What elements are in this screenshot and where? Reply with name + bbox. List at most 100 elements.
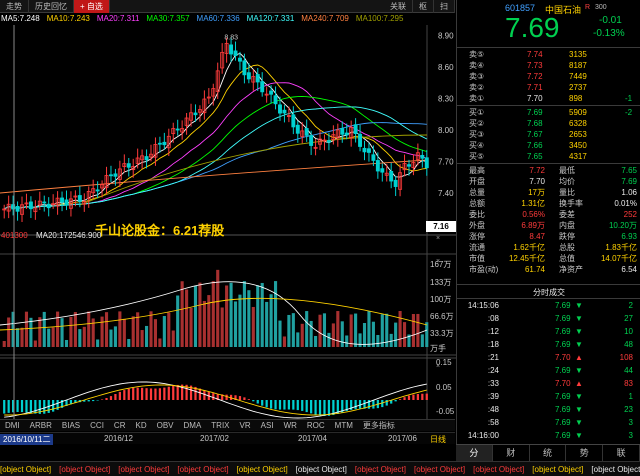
volume-bar <box>331 323 335 347</box>
order-label: 卖③ <box>469 72 485 81</box>
volume-bar <box>349 314 353 347</box>
candle <box>318 138 322 145</box>
order-volume: 4317 <box>569 152 587 161</box>
candle <box>344 132 349 136</box>
volume-bar <box>136 312 140 347</box>
candle <box>28 201 33 210</box>
order-label: 卖① <box>469 94 485 103</box>
candle <box>2 208 7 211</box>
indicator-tab[interactable]: TRIX <box>211 420 230 430</box>
macd-axis-label: -0.05 <box>436 407 455 416</box>
order-label: 卖④ <box>469 61 485 70</box>
volume-bar <box>33 340 37 347</box>
order-row: 卖② 7.71 2737 <box>457 82 640 93</box>
indicator-tab[interactable]: DMI <box>5 420 20 430</box>
tab-scan[interactable]: 扫 <box>434 0 455 13</box>
candle <box>202 98 207 114</box>
close-volume-icon[interactable]: × <box>436 258 440 265</box>
indicator-tab[interactable]: WR <box>283 420 297 430</box>
indicator-tab[interactable]: CR <box>113 420 126 430</box>
tab-history[interactable]: 历史回忆 <box>29 0 74 13</box>
panel-tab[interactable]: 统 <box>530 445 567 461</box>
order-volume: 2737 <box>569 83 587 92</box>
tick-row: :08 7.69 ▼ 27 <box>457 313 640 324</box>
close-macd-icon[interactable]: × <box>436 363 440 370</box>
date-label: 2017/04 <box>298 434 327 443</box>
volume-bar <box>411 314 415 347</box>
add-watchlist-button[interactable]: + 自选 <box>74 0 110 13</box>
close-chart-icon[interactable]: × <box>436 235 440 242</box>
stat-row: 外盘 6.89万 内盘 10.20万 <box>457 220 640 231</box>
stat-label: 最高 <box>469 166 485 175</box>
order-price: 7.73 <box>527 61 543 70</box>
candle <box>340 128 345 135</box>
order-label: 买③ <box>469 130 485 139</box>
status-item: [object Object] <box>59 464 111 474</box>
volume-bar <box>238 294 242 347</box>
volume-bar <box>29 317 33 347</box>
candle <box>260 81 265 93</box>
order-label: 买① <box>469 108 485 117</box>
indicator-tab[interactable]: KD <box>135 420 147 430</box>
daily-line-button[interactable]: 日线 <box>430 435 446 444</box>
indicator-tab[interactable]: OBV <box>156 420 174 430</box>
status-item: [object Object] <box>118 464 170 474</box>
indicator-tab[interactable]: ARBR <box>29 420 52 430</box>
indicator-tab[interactable]: MTM <box>334 420 353 430</box>
volume-bar <box>24 311 29 347</box>
tab-trend[interactable]: 走势 <box>0 0 29 13</box>
ma-legend-item: MA60:7.336 <box>196 14 240 23</box>
kline-chart[interactable]: 8.838.908.608.308.007.707.407.10167万133万… <box>0 25 456 419</box>
panel-tab[interactable]: 联 <box>603 445 640 461</box>
indicator-tab[interactable]: ROC <box>306 420 325 430</box>
candle <box>42 201 47 204</box>
panel-tab[interactable]: 财 <box>493 445 530 461</box>
price-axis-label: 7.70 <box>438 158 454 167</box>
tick-volume: 83 <box>624 379 633 388</box>
order-volume: 5909 <box>569 108 587 117</box>
indicator-tab[interactable]: VR <box>239 420 251 430</box>
candle <box>384 172 389 176</box>
candle <box>131 166 136 171</box>
candle <box>375 160 380 172</box>
indicator-tab[interactable]: 更多指标 <box>362 420 395 430</box>
candle <box>322 139 327 142</box>
candle <box>269 90 274 95</box>
order-volume: 8187 <box>569 61 587 70</box>
indicator-tab[interactable]: DMA <box>183 420 202 430</box>
indicator-tab[interactable]: ASI <box>260 420 274 430</box>
arrow-up-icon: ▲ <box>575 353 583 362</box>
arrow-down-icon: ▼ <box>575 431 583 440</box>
volume-bar <box>309 320 313 347</box>
candle <box>113 173 118 177</box>
peak-label: 8.83 <box>224 35 238 42</box>
order-delta: -2 <box>625 108 633 117</box>
order-row: 买③ 7.67 2653 <box>457 129 640 140</box>
volume-bar <box>340 321 344 347</box>
panel-tab[interactable]: 势 <box>566 445 604 461</box>
tick-volume: 44 <box>624 366 633 375</box>
stat-label: 最低 <box>559 166 575 175</box>
candle <box>37 200 42 206</box>
tab-related[interactable]: 关联 <box>384 0 413 13</box>
stat-row: 委比 0.56% 委差 252 <box>457 209 640 220</box>
tick-row: :58 7.69 ▼ 3 <box>457 417 640 428</box>
volume-bar <box>122 318 126 347</box>
order-price: 7.71 <box>527 83 543 92</box>
tick-price: 7.70 <box>555 353 571 362</box>
volume-bar <box>20 327 24 347</box>
candle <box>349 127 354 139</box>
tab-pivot[interactable]: 枢 <box>413 0 434 13</box>
indicator-tab[interactable]: BIAS <box>61 420 81 430</box>
panel-tab[interactable]: 分 <box>456 445 493 461</box>
volume-bar <box>389 333 393 347</box>
candle <box>60 197 65 203</box>
volume-ma-line <box>0 297 428 331</box>
volume-bar <box>38 317 42 347</box>
indicator-tab[interactable]: CCI <box>90 420 104 430</box>
stat-label: 外盘 <box>469 221 485 230</box>
candle <box>286 115 291 118</box>
price-axis-label: 8.90 <box>438 31 454 40</box>
volume-bar <box>265 301 269 347</box>
stat-label: 市值 <box>469 254 485 263</box>
